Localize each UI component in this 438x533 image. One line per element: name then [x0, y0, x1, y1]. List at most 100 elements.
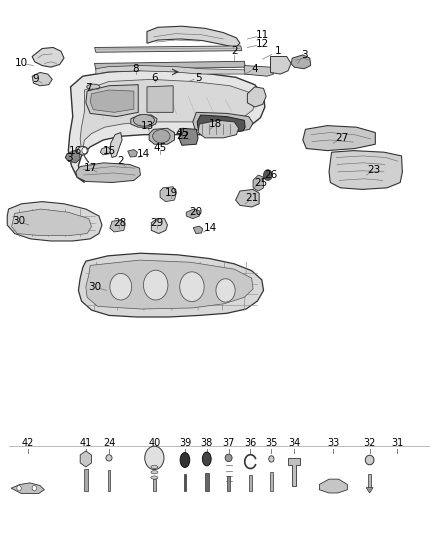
Text: 15: 15 — [103, 146, 117, 156]
Polygon shape — [95, 46, 242, 52]
Polygon shape — [193, 112, 253, 133]
Ellipse shape — [225, 454, 232, 462]
Text: 39: 39 — [179, 438, 191, 448]
Polygon shape — [329, 151, 403, 189]
Text: 33: 33 — [327, 438, 339, 448]
Polygon shape — [78, 253, 264, 317]
Text: 30: 30 — [88, 282, 101, 292]
Circle shape — [82, 148, 87, 154]
Polygon shape — [151, 219, 167, 233]
Polygon shape — [149, 128, 174, 144]
Ellipse shape — [151, 476, 158, 479]
Text: 37: 37 — [223, 438, 235, 448]
Text: 9: 9 — [32, 75, 39, 84]
Text: 42: 42 — [21, 438, 34, 448]
Text: 3: 3 — [301, 50, 307, 60]
Polygon shape — [253, 175, 264, 191]
Ellipse shape — [134, 115, 154, 126]
Text: 35: 35 — [265, 438, 278, 448]
Text: 14: 14 — [137, 149, 151, 159]
Polygon shape — [147, 86, 173, 112]
Text: 14: 14 — [204, 223, 217, 233]
Text: 28: 28 — [113, 218, 126, 228]
Text: 34: 34 — [288, 438, 300, 448]
Text: 2: 2 — [117, 156, 124, 166]
Polygon shape — [65, 151, 80, 163]
Polygon shape — [7, 201, 102, 241]
Polygon shape — [90, 90, 134, 112]
Polygon shape — [291, 55, 311, 69]
Text: 8: 8 — [133, 64, 139, 74]
Text: 41: 41 — [80, 438, 92, 448]
Text: 38: 38 — [201, 438, 213, 448]
Bar — [270, 472, 273, 491]
Bar — [184, 474, 186, 491]
Polygon shape — [247, 87, 266, 107]
Text: 6: 6 — [151, 73, 158, 83]
Polygon shape — [110, 220, 125, 232]
Polygon shape — [11, 483, 44, 494]
Circle shape — [180, 272, 204, 302]
Bar — [152, 479, 156, 491]
Text: 1: 1 — [275, 46, 281, 56]
Text: 17: 17 — [84, 163, 97, 173]
Polygon shape — [197, 115, 245, 133]
Text: 25: 25 — [254, 177, 267, 188]
Polygon shape — [80, 79, 255, 163]
Circle shape — [32, 486, 36, 491]
Polygon shape — [288, 458, 300, 486]
Text: 29: 29 — [150, 218, 164, 228]
Circle shape — [264, 169, 272, 180]
Text: 18: 18 — [209, 119, 222, 129]
Polygon shape — [32, 72, 52, 86]
Polygon shape — [100, 147, 111, 155]
Polygon shape — [236, 189, 259, 207]
Polygon shape — [68, 70, 265, 182]
Text: 3: 3 — [67, 152, 73, 163]
Text: 2: 2 — [231, 46, 237, 56]
Polygon shape — [319, 479, 347, 493]
Text: 36: 36 — [244, 438, 257, 448]
Polygon shape — [131, 115, 157, 127]
Text: 13: 13 — [140, 120, 154, 131]
Polygon shape — [244, 66, 274, 76]
Text: 32: 32 — [364, 438, 376, 448]
Polygon shape — [86, 85, 138, 117]
Polygon shape — [76, 163, 141, 182]
Polygon shape — [128, 150, 138, 157]
Ellipse shape — [87, 84, 100, 90]
Ellipse shape — [151, 465, 158, 469]
Text: 31: 31 — [391, 438, 403, 448]
Polygon shape — [110, 133, 122, 158]
Polygon shape — [12, 209, 92, 236]
Circle shape — [110, 273, 132, 300]
Circle shape — [144, 270, 168, 300]
Ellipse shape — [106, 455, 112, 461]
Polygon shape — [303, 126, 375, 151]
Text: 7: 7 — [85, 83, 92, 93]
Circle shape — [145, 446, 164, 470]
Ellipse shape — [151, 471, 158, 474]
Bar — [227, 476, 230, 491]
Text: 4: 4 — [251, 64, 258, 74]
Bar — [249, 475, 252, 491]
Text: 12: 12 — [256, 39, 269, 49]
Text: 45: 45 — [175, 127, 188, 138]
Text: 21: 21 — [245, 193, 258, 204]
Text: 26: 26 — [264, 170, 277, 180]
Ellipse shape — [152, 130, 170, 143]
Bar — [108, 471, 110, 491]
Polygon shape — [86, 260, 253, 309]
Text: 45: 45 — [153, 143, 167, 154]
Polygon shape — [186, 209, 199, 219]
Polygon shape — [179, 128, 198, 146]
Polygon shape — [193, 226, 203, 233]
Bar — [368, 474, 371, 488]
Text: 20: 20 — [190, 207, 203, 217]
Text: 5: 5 — [195, 73, 201, 83]
Polygon shape — [147, 26, 240, 47]
Polygon shape — [366, 488, 373, 493]
Text: 40: 40 — [148, 438, 160, 448]
Ellipse shape — [269, 456, 274, 462]
Polygon shape — [160, 187, 176, 201]
